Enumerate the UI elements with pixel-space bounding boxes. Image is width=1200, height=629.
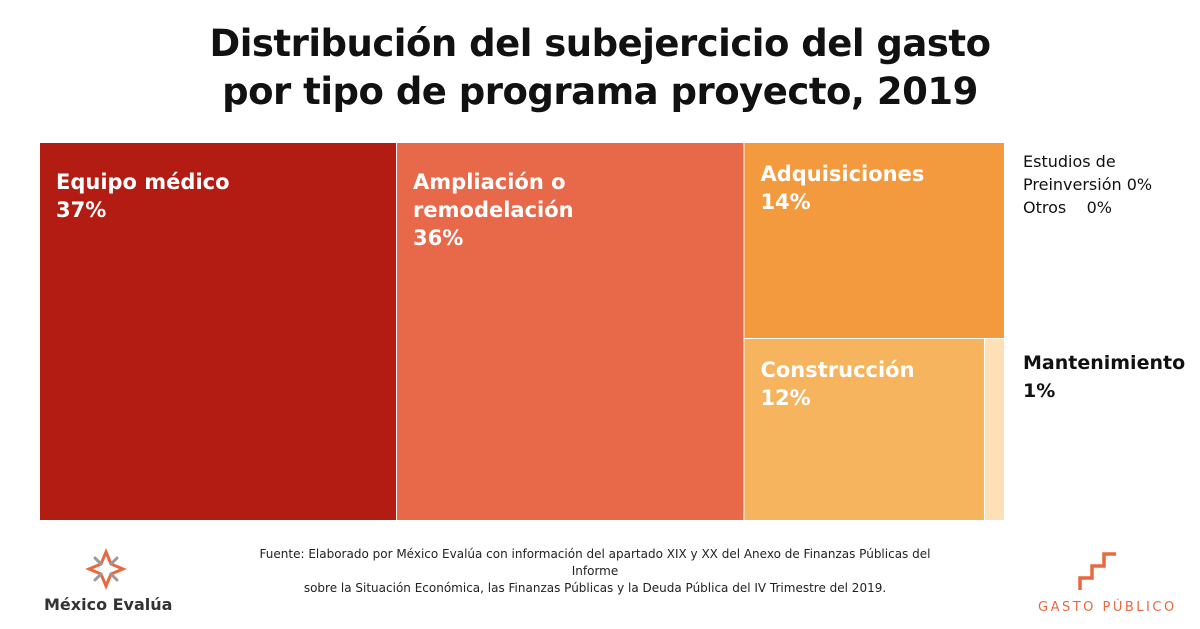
tile-equipo-medico [40, 143, 397, 520]
stairs-icon [1078, 552, 1116, 590]
chart-title: Distribución del subejercicio del gasto … [0, 20, 1200, 116]
chart-title-line-1: Distribución del subejercicio del gasto [209, 22, 992, 65]
source-note: Fuente: Elaborado por México Evalúa con … [240, 546, 950, 597]
tile-adquisiciones [744, 143, 1004, 338]
tile-value-mantenimiento: 1% [1023, 380, 1055, 402]
tile-value-ampliacion-o-remodelacion: 36% [413, 226, 463, 250]
gasto-publico-name: GASTO PÚBLICO [1038, 600, 1177, 615]
source-line-2: sobre la Situación Económica, las Finanz… [303, 581, 887, 595]
tile-label-equipo-medico: Equipo médico [56, 170, 230, 194]
tile-value-construccion: 12% [760, 386, 810, 410]
gasto-publico-logo: GASTO PÚBLICO [1030, 548, 1180, 618]
mexico-evalua-logo: México Evalúa [40, 548, 180, 618]
tile-value-adquisiciones: 14% [760, 190, 810, 214]
source-line-1: Fuente: Elaborado por México Evalúa con … [259, 547, 931, 578]
tile-label-ampliacion-o-remodelacion: remodelación [413, 198, 574, 222]
tile-construccion [744, 339, 984, 520]
tile-label-ampliacion-o-remodelacion: Ampliación o [413, 170, 566, 194]
tile-ampliacion-o-remodelacion [397, 143, 744, 520]
star-icon [85, 548, 127, 590]
zero-item-estudios-de-preinversion: Estudios de [1023, 152, 1116, 171]
tile-value-equipo-medico: 37% [56, 198, 106, 222]
tile-label-mantenimiento: Mantenimiento [1023, 352, 1185, 374]
tile-label-adquisiciones: Adquisiciones [760, 162, 924, 186]
zero-item-otros: Otros 0% [1023, 198, 1112, 217]
tile-label-construccion: Construcción [760, 358, 914, 382]
zero-item-estudios-de-preinversion: Preinversión 0% [1023, 175, 1152, 194]
tile-mantenimiento [984, 339, 1004, 520]
chart-title-line-2: por tipo de programa proyecto, 2019 [222, 70, 978, 113]
mexico-evalua-name: México Evalúa [44, 595, 173, 614]
